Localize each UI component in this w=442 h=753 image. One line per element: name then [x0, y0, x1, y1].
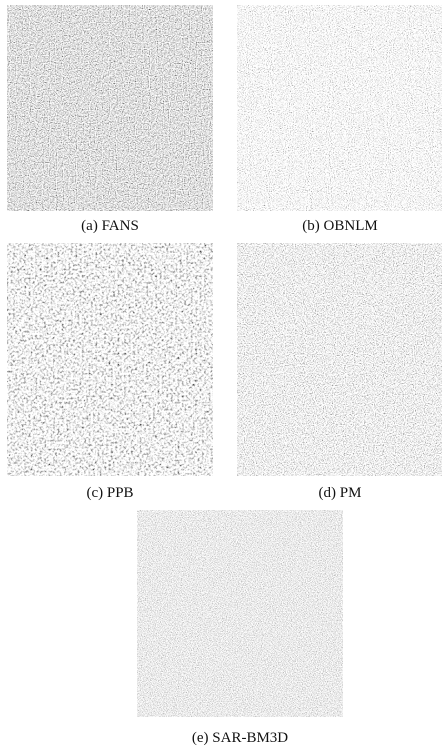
image-sar-bm3d	[137, 510, 343, 717]
caption: (d) PM	[319, 485, 362, 501]
image-pm	[237, 243, 442, 476]
figure: (a) FANS (b) OBNLM (c) PPB (d) PM (e) SA…	[0, 0, 442, 748]
caption: (c) PPB	[86, 485, 133, 501]
image-ppb	[7, 243, 213, 476]
image-obnlm	[237, 5, 442, 211]
caption: (e) SAR-BM3D	[192, 730, 288, 746]
image-fans	[7, 5, 213, 211]
caption: (a) FANS	[81, 218, 139, 234]
caption: (b) OBNLM	[302, 218, 377, 234]
